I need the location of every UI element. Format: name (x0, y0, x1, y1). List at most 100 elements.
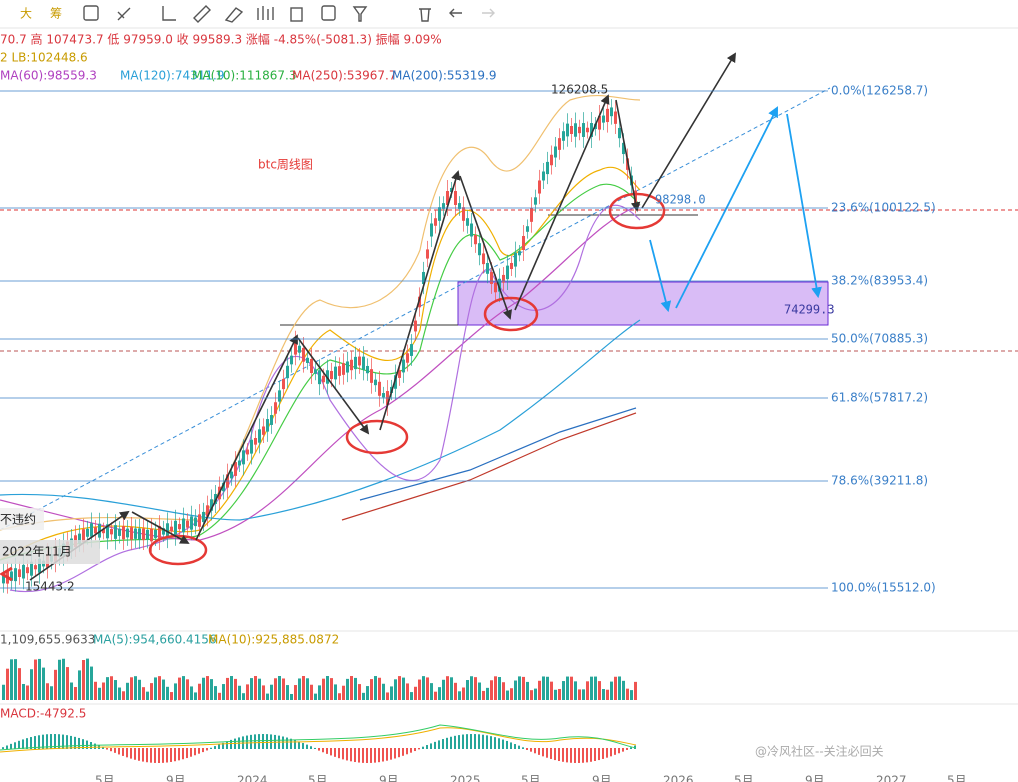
macd-bar (478, 734, 480, 749)
candle-body (234, 462, 237, 476)
macd-bar (118, 748, 120, 755)
volume-bar (62, 658, 65, 700)
icon[interactable] (321, 5, 336, 21)
candle-body (574, 123, 577, 137)
volume-bar (118, 687, 121, 700)
fib-label: 0.0%(126258.7) (831, 84, 928, 98)
macd-bar (106, 748, 108, 750)
icon[interactable] (352, 6, 368, 22)
candle-body (126, 528, 129, 538)
macd-bar (414, 748, 416, 752)
macd-bar (78, 737, 80, 749)
candle-body (22, 564, 25, 579)
volume-bar (578, 689, 581, 700)
candle-body (610, 107, 613, 117)
macd-bar (66, 735, 68, 749)
candle-body (94, 527, 97, 534)
arrow (641, 52, 736, 209)
icon[interactable] (290, 7, 303, 22)
volume-bar (430, 683, 433, 700)
x-axis-label: 5月 (947, 774, 967, 782)
candle-body (170, 526, 173, 532)
macd-bar (434, 741, 436, 749)
toolbar-button[interactable]: 大 (20, 7, 32, 21)
candle-body (122, 526, 125, 540)
candle-body (330, 370, 333, 380)
volume-bar (630, 690, 633, 700)
label-box (0, 540, 100, 564)
candle-body (538, 180, 541, 194)
volume-bar (190, 686, 193, 700)
macd-bar (282, 736, 284, 749)
volume-bar (610, 681, 613, 700)
circle (148, 534, 208, 566)
macd-bar (174, 748, 176, 762)
candle-body (174, 520, 177, 535)
candle-body (258, 429, 261, 443)
macd-bar (526, 748, 528, 751)
volume-bar (310, 684, 313, 700)
candle-body (486, 262, 489, 274)
candle-body (162, 528, 165, 535)
volume-bar (258, 678, 261, 700)
fib-label: 38.2%(83953.4) (831, 274, 928, 288)
volume-bar (506, 690, 509, 700)
volume-bar (474, 677, 477, 700)
macd-bar (318, 748, 320, 751)
ma-label: MA(10):111867.3 (192, 69, 297, 83)
volume-bar (218, 692, 221, 700)
candle-body (250, 439, 253, 454)
macd-line (0, 724, 637, 751)
volume-bar (486, 687, 489, 700)
macd-bar (114, 748, 116, 753)
macd-bar (158, 748, 160, 763)
volume-bar (126, 682, 129, 700)
volume-bar (6, 668, 9, 700)
x-axis-label: 2026 (663, 774, 694, 782)
candle-body (450, 187, 453, 193)
candle-body (506, 265, 509, 280)
macd-bar (122, 748, 124, 756)
x-axis-label: 5月 (308, 774, 328, 782)
candle-body (542, 171, 545, 181)
icon[interactable] (257, 6, 274, 20)
candle-body (294, 341, 297, 355)
volume-bar (490, 680, 493, 700)
volume-bar (74, 687, 77, 700)
highlight-circles (148, 192, 666, 566)
volume-bar (510, 688, 513, 700)
icon[interactable] (419, 8, 431, 22)
volume-bar (590, 676, 593, 700)
volume-bar (246, 684, 249, 700)
volume-bar (418, 679, 421, 700)
candle-body (582, 123, 585, 137)
macd-bar (250, 734, 252, 749)
volume-bar (78, 670, 81, 700)
macd-bar (206, 748, 208, 751)
icon[interactable] (224, 7, 244, 23)
icon[interactable] (193, 5, 211, 23)
candle-body (578, 126, 581, 134)
arrow (297, 337, 370, 435)
volume-bar (526, 681, 529, 700)
candle-body (618, 127, 621, 139)
macd-bar (510, 742, 512, 749)
icon[interactable] (162, 6, 176, 21)
macd-label: MACD:-4792.5 (0, 707, 86, 721)
volume-bar (514, 680, 517, 700)
volume-bar (178, 677, 181, 700)
macd-bar (482, 734, 484, 749)
icon[interactable] (83, 5, 99, 21)
candle-body (426, 249, 429, 259)
ma-label: MA(120):74311.9 (120, 69, 225, 83)
icon[interactable] (449, 8, 462, 18)
toolbar-button[interactable]: 筹 (50, 7, 62, 21)
volume-bar (582, 689, 585, 700)
volume-bar (326, 676, 329, 700)
icon[interactable] (117, 7, 131, 21)
x-axis-label: 9月 (592, 774, 612, 782)
candle-body (10, 571, 13, 581)
volume-bar (262, 685, 265, 700)
candle-body (462, 207, 465, 221)
macd-bar (542, 748, 544, 757)
